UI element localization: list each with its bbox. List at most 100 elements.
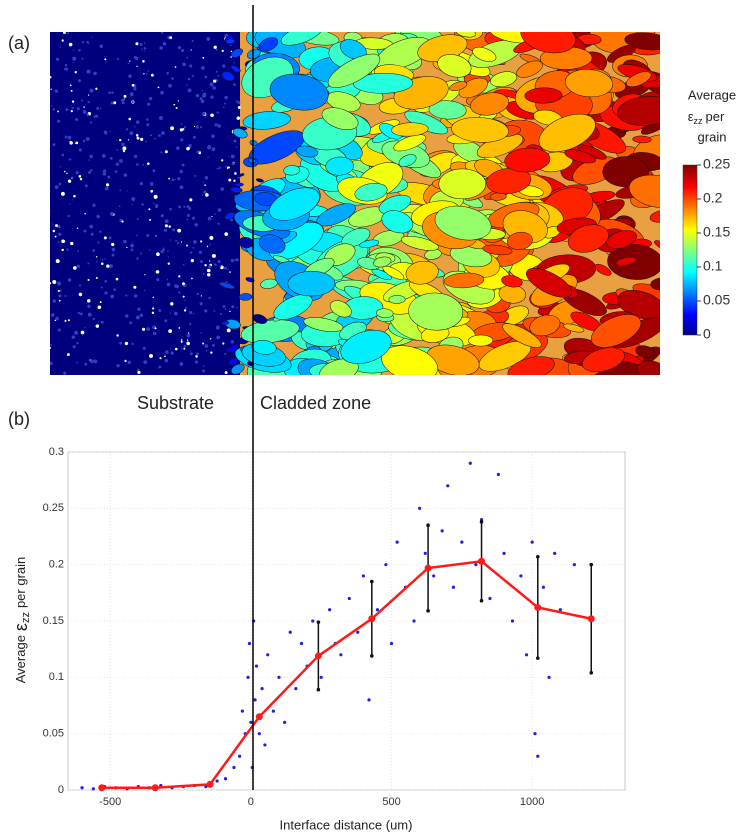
speckle [204,309,208,313]
speckle [136,257,139,260]
grain [524,87,563,104]
colorbar-tick-label: 0.15 [703,224,730,240]
y-tick-label: 0.1 [49,671,64,683]
grain [221,71,235,82]
scatter-point [347,596,351,601]
grain [398,154,417,167]
grain [219,282,235,289]
speckle [133,154,138,159]
speckle [135,120,140,124]
speckle [155,271,158,273]
speckle [54,185,59,190]
speckle [224,95,228,100]
y-tick-label: 0.25 [43,502,64,514]
grain [538,113,596,153]
speckle [164,319,168,323]
speckle [168,83,172,88]
scatter-point [240,709,245,713]
speckle [160,214,164,218]
scatter-point [553,551,557,556]
speckle [204,175,209,180]
scatter-point [460,540,464,544]
error-cap [535,554,540,559]
speckle [71,106,74,110]
speckle [200,295,203,297]
speckle [59,289,62,292]
speckle [135,315,140,320]
grain [486,167,532,195]
speckle [77,312,80,315]
speckle [70,241,74,246]
strain-map [50,32,660,375]
speckle [214,213,216,215]
speckle [108,236,112,240]
speckle [149,134,152,137]
speckle [136,234,138,237]
speckle [90,232,94,236]
scatter-point [496,472,501,477]
speckle [135,56,139,61]
speckle [172,228,176,232]
speckle [195,125,200,129]
speckle [57,281,62,286]
speckle [136,368,140,372]
speckle [193,240,197,244]
speckle [115,277,119,281]
speckle [202,365,205,368]
speckle [135,163,139,166]
x-tick-label: 1000 [520,796,544,808]
speckle [183,205,186,208]
speckle [93,115,96,118]
scatter-point [474,563,478,567]
speckle [180,241,183,243]
grain [221,320,230,325]
speckle [171,178,175,182]
speckle [160,90,164,95]
speckle [92,317,96,321]
grain [437,54,472,78]
speckle [113,101,117,105]
speckle [111,253,115,257]
speckle [168,177,170,180]
speckle [188,143,192,147]
speckle [187,332,190,334]
speckle [228,178,232,182]
speckle [119,139,122,142]
error-cap [479,520,484,524]
speckle [100,320,104,324]
speckle [83,229,87,233]
speckle [183,126,187,129]
error-cap [426,609,430,613]
speckle [66,353,70,356]
speckle [180,123,183,125]
speckle [174,178,177,180]
speckle [78,148,82,152]
y-tick-label: 0.3 [49,446,64,458]
mean-point [98,784,106,792]
grain [255,178,264,183]
speckle [180,340,183,343]
speckle [199,126,203,129]
speckle [193,125,196,128]
speckle [209,260,211,262]
speckle [202,273,205,276]
speckle [152,331,157,336]
speckle [171,77,174,80]
mean-point [206,780,214,788]
speckle [81,40,85,44]
speckle [164,150,168,154]
grain [502,323,542,348]
speckle [181,128,185,131]
scatter-point [263,743,267,747]
grain [526,268,572,298]
speckle [137,307,141,311]
speckle [162,248,166,252]
grain [327,53,381,88]
speckle [87,42,90,44]
speckle [74,70,77,74]
error-cap [589,671,594,675]
grain [405,260,439,285]
speckle [183,344,187,348]
speckle [235,146,238,148]
speckle [169,207,172,211]
